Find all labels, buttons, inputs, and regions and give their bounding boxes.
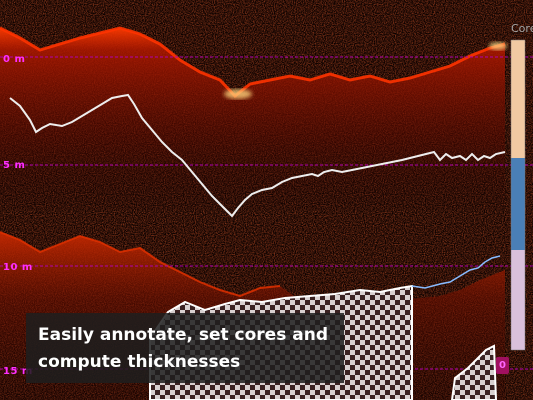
depth-label: 5 m [3, 160, 26, 171]
core-segment-bottom[interactable] [511, 250, 525, 350]
lower-echo-edge [0, 231, 281, 298]
core-marker[interactable]: 0 [496, 357, 509, 374]
caption-line: compute thicknesses [38, 352, 241, 372]
caption-box: Easily annotate, set cores and compute t… [26, 313, 344, 383]
depth-label: 10 m [3, 262, 33, 273]
depth-label: 0 m [3, 54, 26, 65]
echo-highlight [489, 42, 507, 50]
core-column-outline [510, 39, 526, 351]
depth-label: 15 m [3, 366, 33, 377]
lower-annotation-line[interactable] [411, 255, 501, 289]
echo-highlight [224, 89, 252, 99]
core-segment-top[interactable] [511, 40, 525, 158]
caption-line: Easily annotate, set cores and [38, 325, 328, 345]
core-segment-middle[interactable] [511, 158, 525, 250]
thickness-region-secondary[interactable] [450, 344, 498, 400]
core-column-header: Core [511, 22, 533, 35]
horizon-annotation-line[interactable] [9, 93, 506, 218]
upper-echo-edge [0, 26, 506, 99]
